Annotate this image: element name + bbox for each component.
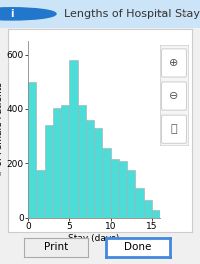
Text: i: i — [10, 9, 14, 19]
Bar — [135, 188, 144, 218]
Bar — [94, 128, 102, 218]
Bar — [102, 148, 110, 218]
FancyBboxPatch shape — [162, 82, 186, 110]
Bar — [53, 108, 61, 218]
Bar — [110, 159, 119, 218]
X-axis label: Stay (days): Stay (days) — [68, 234, 120, 243]
Bar — [28, 82, 36, 218]
Text: ⊕: ⊕ — [169, 58, 179, 68]
Text: Done: Done — [124, 243, 152, 252]
Text: ⧉: ⧉ — [171, 124, 177, 134]
Bar — [127, 170, 135, 218]
FancyBboxPatch shape — [162, 49, 186, 77]
Bar — [86, 120, 94, 218]
Bar — [69, 60, 78, 218]
FancyBboxPatch shape — [162, 115, 186, 143]
Bar — [36, 170, 44, 218]
Bar — [61, 105, 69, 218]
Text: ✕: ✕ — [180, 9, 188, 19]
Y-axis label: # of Female Patients: # of Female Patients — [0, 82, 4, 176]
Text: ⊖: ⊖ — [169, 91, 179, 101]
Bar — [78, 105, 86, 218]
Text: Print: Print — [44, 243, 68, 252]
Text: —: — — [155, 7, 165, 17]
Text: Lengths of Hospital Stays: Lengths of Hospital Stays — [64, 9, 200, 19]
Circle shape — [0, 8, 56, 20]
Bar — [152, 210, 160, 218]
Bar — [119, 161, 127, 218]
Bar — [144, 200, 152, 218]
Bar — [44, 125, 53, 218]
